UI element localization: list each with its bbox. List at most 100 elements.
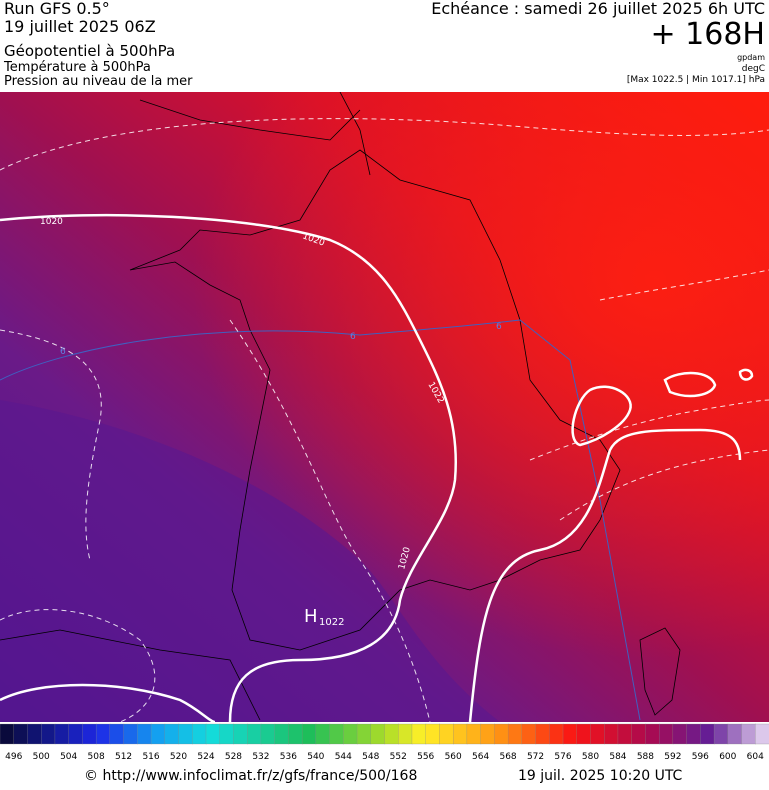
scale-label: 604 bbox=[747, 752, 764, 762]
field-2: Température à 500hPa bbox=[3, 60, 151, 75]
scale-swatch bbox=[68, 723, 84, 745]
scale-label: 564 bbox=[472, 752, 489, 762]
scale-swatch bbox=[274, 723, 290, 745]
scale-swatch bbox=[301, 723, 317, 745]
scale-swatch bbox=[178, 723, 193, 745]
unit-2: degC bbox=[742, 64, 765, 74]
scale-swatch bbox=[260, 723, 276, 745]
scale-swatch bbox=[741, 723, 756, 745]
scale-label: 552 bbox=[390, 752, 407, 762]
scale-label: 600 bbox=[719, 752, 736, 762]
scale-swatch bbox=[466, 723, 482, 745]
scale-swatch bbox=[356, 723, 372, 745]
scale-label: 560 bbox=[445, 752, 462, 762]
scale-swatch bbox=[713, 723, 729, 745]
scale-label: 512 bbox=[115, 752, 132, 762]
scale-label: 548 bbox=[362, 752, 379, 762]
scale-swatch bbox=[54, 723, 70, 745]
scale-swatch bbox=[0, 723, 15, 745]
scale-label: 508 bbox=[88, 752, 105, 762]
scale-swatch bbox=[453, 723, 468, 745]
isotherm-label: 6 bbox=[496, 322, 502, 332]
scale-swatch bbox=[658, 723, 674, 745]
spain-coast bbox=[0, 629, 261, 721]
scale-swatch bbox=[562, 723, 578, 745]
scale-swatch bbox=[192, 723, 207, 745]
scale-swatch bbox=[576, 723, 592, 745]
scale-swatch bbox=[27, 723, 42, 745]
scale-label: 500 bbox=[33, 752, 50, 762]
scale-swatch bbox=[123, 723, 138, 745]
scale-swatch bbox=[439, 723, 454, 745]
scale-label: 572 bbox=[527, 752, 544, 762]
scale-swatch bbox=[315, 723, 331, 745]
high-letter: H bbox=[304, 606, 318, 627]
scale-swatch bbox=[384, 723, 399, 745]
scale-swatch bbox=[604, 723, 619, 745]
scale-swatch bbox=[13, 723, 29, 745]
scale-swatch bbox=[247, 723, 262, 745]
scale-label: 580 bbox=[582, 752, 599, 762]
scale-swatch bbox=[480, 723, 496, 745]
scale-swatch bbox=[233, 723, 248, 745]
field-3: Pression au niveau de la mer bbox=[4, 74, 193, 89]
scale-label: 576 bbox=[554, 752, 571, 762]
scale-swatch bbox=[398, 723, 413, 745]
scale-swatch bbox=[411, 723, 427, 745]
scale-label: 536 bbox=[280, 752, 297, 762]
scale-swatch bbox=[549, 723, 564, 745]
scale-swatch bbox=[700, 723, 715, 745]
unit-3: [Max 1022.5 | Min 1017.1] hPa bbox=[627, 75, 765, 85]
footer-time: 19 juil. 2025 10:20 UTC bbox=[518, 768, 683, 784]
isobar-label: 1020 bbox=[40, 217, 63, 227]
scale-swatch bbox=[590, 723, 605, 745]
scale-swatch bbox=[617, 723, 633, 745]
scale-swatch bbox=[425, 723, 441, 745]
scale-swatch bbox=[205, 723, 221, 745]
geopotential-lines bbox=[0, 118, 769, 722]
scale-label: 532 bbox=[252, 752, 269, 762]
scale-swatch bbox=[686, 723, 701, 745]
scale-swatch bbox=[164, 723, 180, 745]
color-scale: 496 500 504 508 512 516 520 524 528 532 536 540 544 5… bbox=[0, 723, 769, 762]
scale-swatch bbox=[645, 723, 660, 745]
scale-label: 516 bbox=[142, 752, 159, 762]
scale-swatch bbox=[329, 723, 344, 745]
scale-swatch bbox=[109, 723, 125, 745]
scale-label: 524 bbox=[197, 752, 214, 762]
scale-swatch bbox=[95, 723, 111, 745]
scale-label: 556 bbox=[417, 752, 434, 762]
scale-label: 544 bbox=[335, 752, 352, 762]
unit-1: gpdam bbox=[737, 53, 765, 62]
run-title: Run GFS 0.5° bbox=[4, 0, 110, 18]
lead-time: + 168H bbox=[651, 17, 766, 52]
scale-swatch bbox=[370, 723, 386, 745]
scale-swatch bbox=[755, 723, 769, 745]
isotherm-label: 6 bbox=[60, 347, 66, 357]
scale-label: 568 bbox=[499, 752, 516, 762]
scale-swatch bbox=[137, 723, 152, 745]
scale-swatch bbox=[82, 723, 97, 745]
scale-label: 520 bbox=[170, 752, 187, 762]
scale-swatch bbox=[494, 723, 509, 745]
scale-label: 540 bbox=[307, 752, 324, 762]
scale-swatch bbox=[150, 723, 166, 745]
scale-label: 596 bbox=[692, 752, 709, 762]
scale-swatch bbox=[727, 723, 743, 745]
high-value: 1022 bbox=[319, 617, 344, 628]
scale-swatch bbox=[535, 723, 550, 745]
scale-swatch bbox=[507, 723, 523, 745]
scale-swatch bbox=[631, 723, 647, 745]
scale-swatch bbox=[343, 723, 358, 745]
run-date: 19 juillet 2025 06Z bbox=[4, 17, 156, 36]
scale-label: 584 bbox=[609, 752, 626, 762]
scale-label: 592 bbox=[664, 752, 681, 762]
isobars bbox=[0, 213, 754, 722]
scale-swatch bbox=[41, 723, 56, 745]
scale-label: 588 bbox=[637, 752, 654, 762]
isotherm bbox=[0, 319, 641, 721]
scale-swatch bbox=[521, 723, 537, 745]
corsica bbox=[639, 627, 681, 716]
footer-url: © http://www.infoclimat.fr/z/gfs/france/… bbox=[84, 768, 417, 784]
